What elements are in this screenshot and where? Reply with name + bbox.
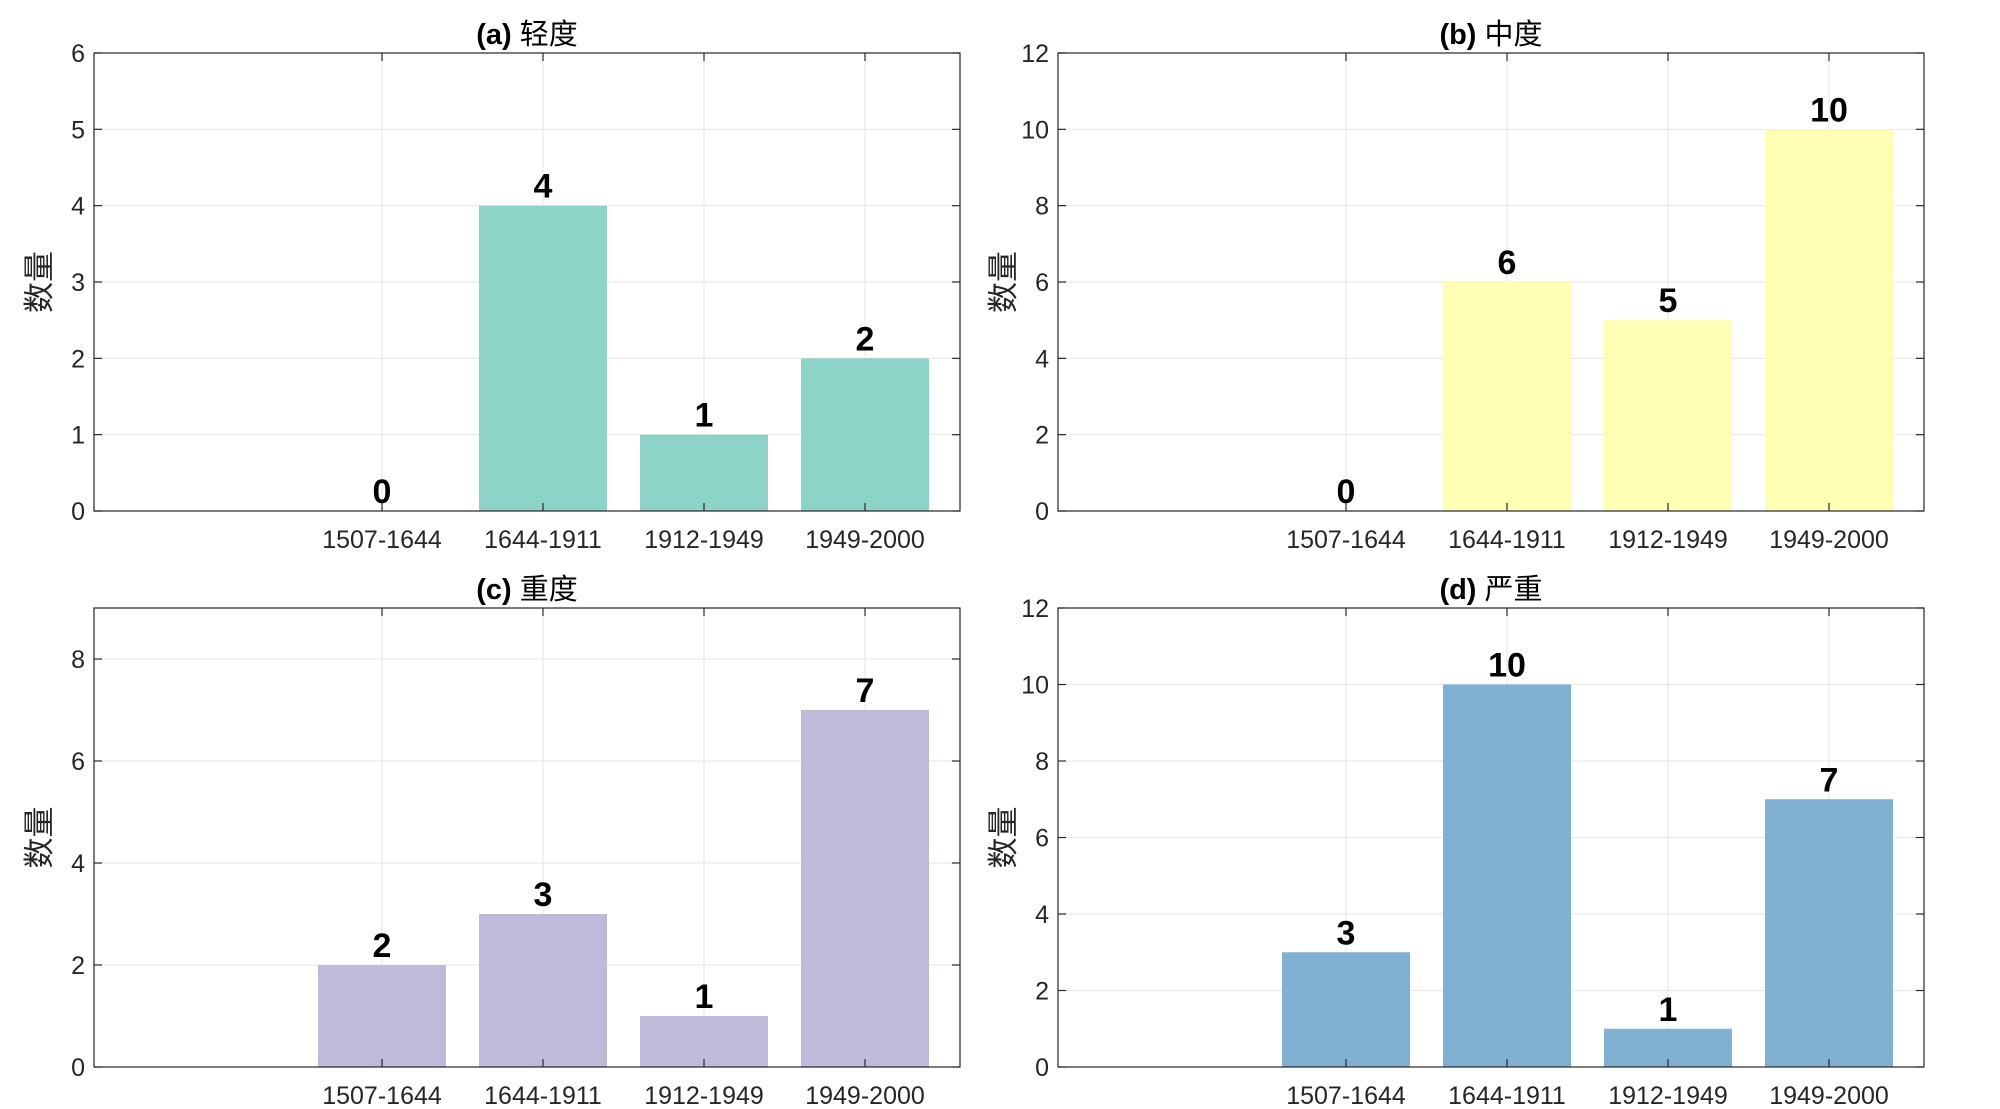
subplot-d-serious: 0 2 4 6 8 10 12 1507-1644 1644-1911 1912-1949 1949… <box>986 572 1925 1109</box>
x-tick-label: 1644-1911 <box>1448 1082 1566 1109</box>
axes-frame <box>93 607 961 1068</box>
y-tick-label: 6 <box>1035 825 1049 853</box>
y-tick-label: 8 <box>1035 193 1049 221</box>
x-tick-label: 1507-1644 <box>1286 1082 1406 1109</box>
y-tick-label: 4 <box>71 850 85 878</box>
x-tick-label: 1644-1911 <box>484 526 602 554</box>
y-tick-label: 6 <box>71 748 85 776</box>
bar-1949-2000 <box>801 358 929 511</box>
data-label: 7 <box>856 672 875 710</box>
y-tick-label: 2 <box>71 952 85 980</box>
y-tick-label: 4 <box>71 193 85 221</box>
chart-title-text: 重度 <box>520 572 578 606</box>
y-tick-label: 0 <box>71 498 85 526</box>
chart-title-prefix: (d) <box>1439 574 1484 606</box>
y-tick-label: 3 <box>71 269 85 297</box>
x-tick-label: 1949-2000 <box>805 1082 925 1109</box>
bar-1644-1911 <box>1443 684 1571 1067</box>
x-tick-label: 1644-1911 <box>484 1082 602 1109</box>
data-label: 5 <box>1659 282 1678 320</box>
x-tick-label: 1912-1949 <box>1608 1082 1728 1109</box>
data-label: 7 <box>1820 761 1839 799</box>
bar-1644-1911 <box>479 205 607 511</box>
data-label: 10 <box>1810 91 1848 129</box>
x-tick-label: 1912-1949 <box>1608 526 1728 554</box>
bar-1507-1644 <box>1282 952 1410 1067</box>
chart-title-text: 轻度 <box>520 17 578 51</box>
bar-1949-2000 <box>1765 129 1893 512</box>
bar-1912-1949 <box>1604 320 1732 511</box>
y-tick-label: 10 <box>1021 116 1049 144</box>
y-tick-label: 1 <box>71 422 85 450</box>
data-label: 0 <box>373 473 392 511</box>
data-label: 1 <box>695 978 714 1016</box>
data-label: 6 <box>1498 244 1517 282</box>
y-tick-label: 2 <box>1035 978 1049 1006</box>
bar-1644-1911 <box>479 914 607 1067</box>
chart-title: (b) 中度 <box>1439 17 1542 51</box>
data-label: 10 <box>1488 647 1526 685</box>
chart-title-prefix: (b) <box>1439 19 1484 51</box>
chart-title: (d) 严重 <box>1439 572 1542 606</box>
bar-1644-1911 <box>1443 282 1571 511</box>
x-tick-label: 1912-1949 <box>644 1082 764 1109</box>
x-tick-label: 1912-1949 <box>644 526 764 554</box>
y-tick-label: 6 <box>71 40 85 68</box>
y-tick-label: 8 <box>71 646 85 674</box>
y-tick-label: 4 <box>1035 901 1049 929</box>
x-tick-label: 1507-1644 <box>1286 526 1406 554</box>
y-axis-label: 数量 <box>22 807 58 869</box>
data-label: 4 <box>534 168 553 206</box>
x-tick-label: 1507-1644 <box>322 526 442 554</box>
y-tick-label: 10 <box>1021 672 1049 700</box>
data-label: 3 <box>1337 914 1356 952</box>
bar-1507-1644 <box>318 965 446 1067</box>
x-tick-label: 1949-2000 <box>805 526 925 554</box>
data-label: 3 <box>534 876 553 914</box>
subplot-c-severe: 0 2 4 6 8 1507-1644 1644-1911 1912-1949 1949-200… <box>22 572 961 1109</box>
chart-title-text: 严重 <box>1485 572 1543 606</box>
y-tick-label: 12 <box>1021 595 1049 623</box>
y-tick-label: 0 <box>1035 1054 1049 1082</box>
data-label: 2 <box>373 927 392 965</box>
x-tick-label: 1949-2000 <box>1769 1082 1889 1109</box>
y-tick-label: 12 <box>1021 40 1049 68</box>
subplot-a-mild: 0 1 2 3 4 5 6 1507-1644 1644-1911 1912-1949 1949-2… <box>22 17 961 554</box>
y-axis-label: 数量 <box>22 251 58 313</box>
y-tick-label: 2 <box>1035 422 1049 450</box>
bar-1949-2000 <box>801 710 929 1067</box>
x-tick-label: 1949-2000 <box>1769 526 1889 554</box>
chart-title-prefix: (a) <box>476 19 520 51</box>
y-tick-label: 0 <box>71 1054 85 1082</box>
y-tick-label: 4 <box>1035 345 1049 373</box>
chart-title-prefix: (c) <box>476 574 520 606</box>
y-tick-label: 8 <box>1035 748 1049 776</box>
chart-title: (c) 重度 <box>476 572 578 606</box>
y-tick-label: 6 <box>1035 269 1049 297</box>
y-tick-label: 0 <box>1035 498 1049 526</box>
y-axis-label: 数量 <box>986 251 1022 313</box>
chart-title: (a) 轻度 <box>476 17 578 51</box>
chart-title-text: 中度 <box>1485 17 1543 51</box>
bar-1912-1949 <box>640 434 768 511</box>
y-tick-label: 5 <box>71 116 85 144</box>
bar-1912-1949 <box>640 1016 768 1067</box>
data-label: 1 <box>1659 991 1678 1029</box>
y-axis-label: 数量 <box>986 807 1022 869</box>
data-label: 0 <box>1337 473 1356 511</box>
x-tick-label: 1507-1644 <box>322 1082 442 1109</box>
data-label: 2 <box>856 320 875 358</box>
bar-1949-2000 <box>1765 799 1893 1067</box>
data-label: 1 <box>695 397 714 435</box>
x-tick-label: 1644-1911 <box>1448 526 1566 554</box>
subplot-b-moderate: 0 2 4 6 8 10 12 1507-1644 1644-1911 1912-1949 1949… <box>986 17 1925 554</box>
y-tick-label: 2 <box>71 345 85 373</box>
